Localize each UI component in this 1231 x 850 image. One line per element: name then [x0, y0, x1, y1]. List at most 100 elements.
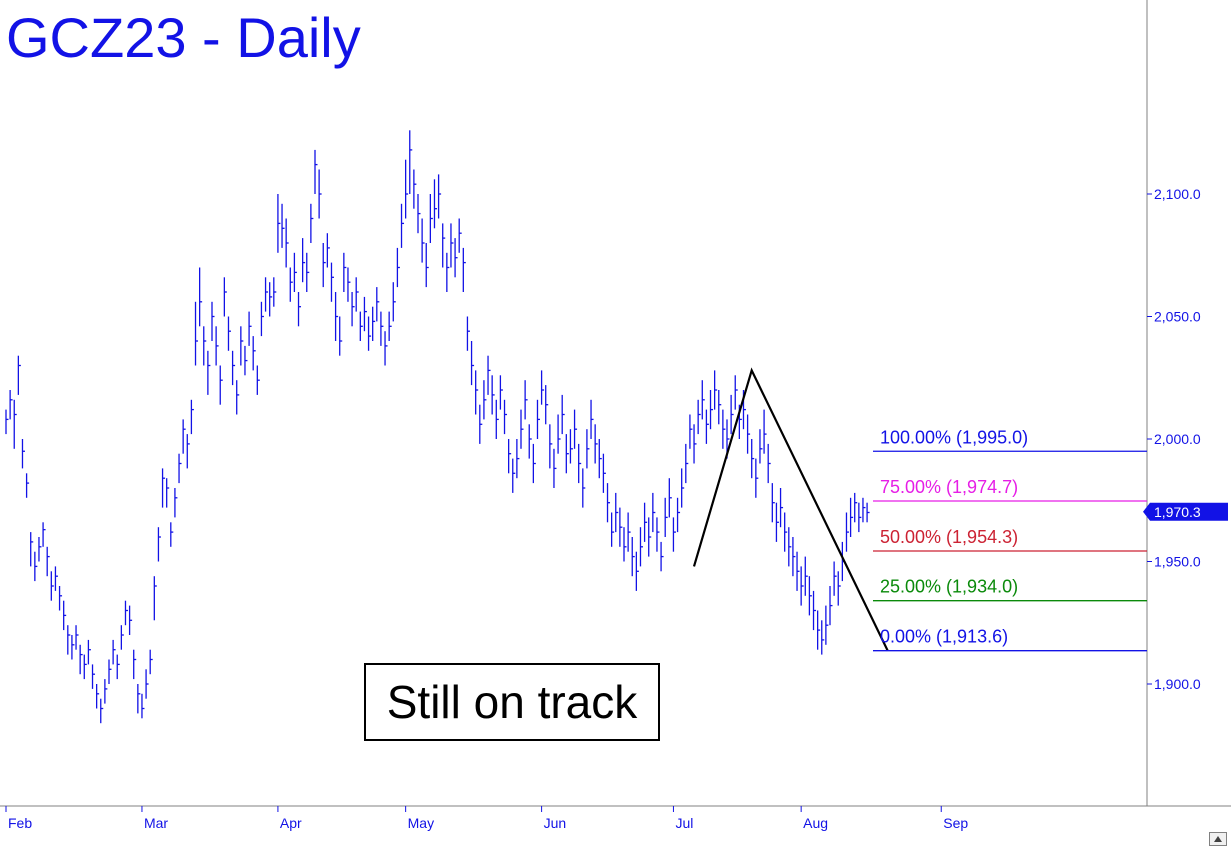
price-bar	[112, 639, 116, 665]
price-bar	[231, 350, 236, 386]
price-bar	[71, 635, 75, 660]
price-bar	[545, 385, 549, 425]
price-bar	[623, 527, 627, 562]
price-bar	[582, 468, 586, 508]
price-bar	[536, 399, 540, 439]
price-bar	[569, 429, 573, 464]
price-bar	[367, 316, 372, 351]
price-bar	[808, 576, 812, 616]
price-bar	[289, 267, 293, 302]
price-bar	[215, 326, 219, 366]
scroll-arrow-icon[interactable]	[1209, 832, 1227, 846]
price-bar	[845, 512, 849, 552]
price-bar	[145, 669, 149, 699]
price-bar	[166, 478, 170, 508]
price-bar	[104, 679, 108, 704]
price-bar	[660, 541, 664, 572]
price-bar	[821, 620, 825, 655]
price-bar	[273, 277, 277, 307]
price-bar	[796, 551, 800, 591]
price-bars	[5, 130, 870, 724]
price-bar	[487, 355, 491, 395]
price-bar	[516, 439, 520, 479]
price-bar	[269, 282, 273, 317]
price-bar	[223, 277, 227, 317]
price-bar	[759, 429, 763, 464]
price-bar	[631, 537, 635, 577]
price-bar	[46, 546, 50, 577]
price-bar	[5, 409, 9, 435]
price-bar	[170, 522, 174, 547]
price-bar	[751, 439, 755, 479]
price-bar	[178, 453, 182, 484]
price-bar	[565, 434, 569, 474]
price-bar	[437, 174, 442, 219]
price-bar	[470, 341, 475, 386]
price-bar	[520, 409, 524, 449]
chart-title: GCZ23 - Daily	[6, 6, 361, 69]
price-bar	[318, 169, 322, 219]
price-bar	[211, 301, 215, 341]
price-bar	[507, 439, 512, 474]
price-bar	[450, 223, 454, 268]
price-bar	[627, 512, 631, 552]
price-bar	[792, 537, 796, 577]
price-bar	[244, 345, 248, 376]
x-tick-label: Mar	[144, 815, 168, 831]
price-bar	[594, 424, 598, 464]
price-bar	[25, 473, 30, 498]
price-bar	[681, 468, 685, 508]
price-bar	[421, 218, 425, 263]
y-tick-label: 1,900.0	[1154, 676, 1201, 692]
price-bar	[120, 625, 124, 650]
x-tick-label: Sep	[943, 815, 968, 831]
y-tick-label: 2,000.0	[1154, 431, 1201, 447]
price-bar	[833, 561, 837, 596]
price-bar	[264, 277, 269, 312]
price-bar	[108, 659, 112, 684]
price-bar	[392, 282, 396, 322]
price-bar	[800, 566, 804, 606]
price-bar	[21, 439, 25, 469]
price-bar	[495, 399, 499, 439]
price-bar	[816, 610, 821, 650]
price-bar	[227, 316, 231, 351]
annotation-box: Still on track	[364, 663, 660, 741]
fib-level-label: 75.00% (1,974.7)	[880, 477, 1018, 497]
price-bar	[866, 502, 870, 523]
price-bar	[236, 380, 240, 415]
price-bar	[351, 292, 355, 327]
price-bar	[553, 448, 557, 488]
price-bar	[355, 277, 359, 312]
price-bar	[79, 644, 83, 675]
x-tick-label: Feb	[8, 815, 32, 831]
price-bar	[784, 512, 788, 552]
y-tick-label: 2,050.0	[1154, 309, 1201, 325]
price-bar	[50, 571, 54, 601]
price-bar	[734, 375, 738, 410]
price-bar	[409, 130, 413, 194]
price-bar	[454, 238, 458, 278]
x-tick-label: Aug	[803, 815, 828, 831]
price-bar	[67, 625, 71, 655]
price-bar	[42, 522, 46, 547]
price-bar	[479, 404, 483, 444]
price-bar	[858, 502, 862, 533]
price-bar	[656, 517, 660, 552]
price-bar	[100, 698, 104, 724]
price-bar	[343, 252, 347, 292]
abc-pattern	[692, 367, 889, 652]
price-bar	[573, 409, 578, 449]
price-bar	[30, 532, 34, 567]
x-tick-label: Apr	[280, 815, 302, 831]
price-bar	[34, 551, 38, 582]
price-bar	[446, 252, 450, 292]
price-bar	[689, 414, 693, 449]
price-bar	[462, 247, 466, 292]
price-bar	[705, 409, 709, 444]
price-bar	[54, 566, 58, 591]
price-bar	[116, 654, 120, 680]
pattern-line	[692, 367, 889, 652]
y-tick-label: 1,950.0	[1154, 554, 1201, 570]
price-bar	[198, 267, 203, 327]
